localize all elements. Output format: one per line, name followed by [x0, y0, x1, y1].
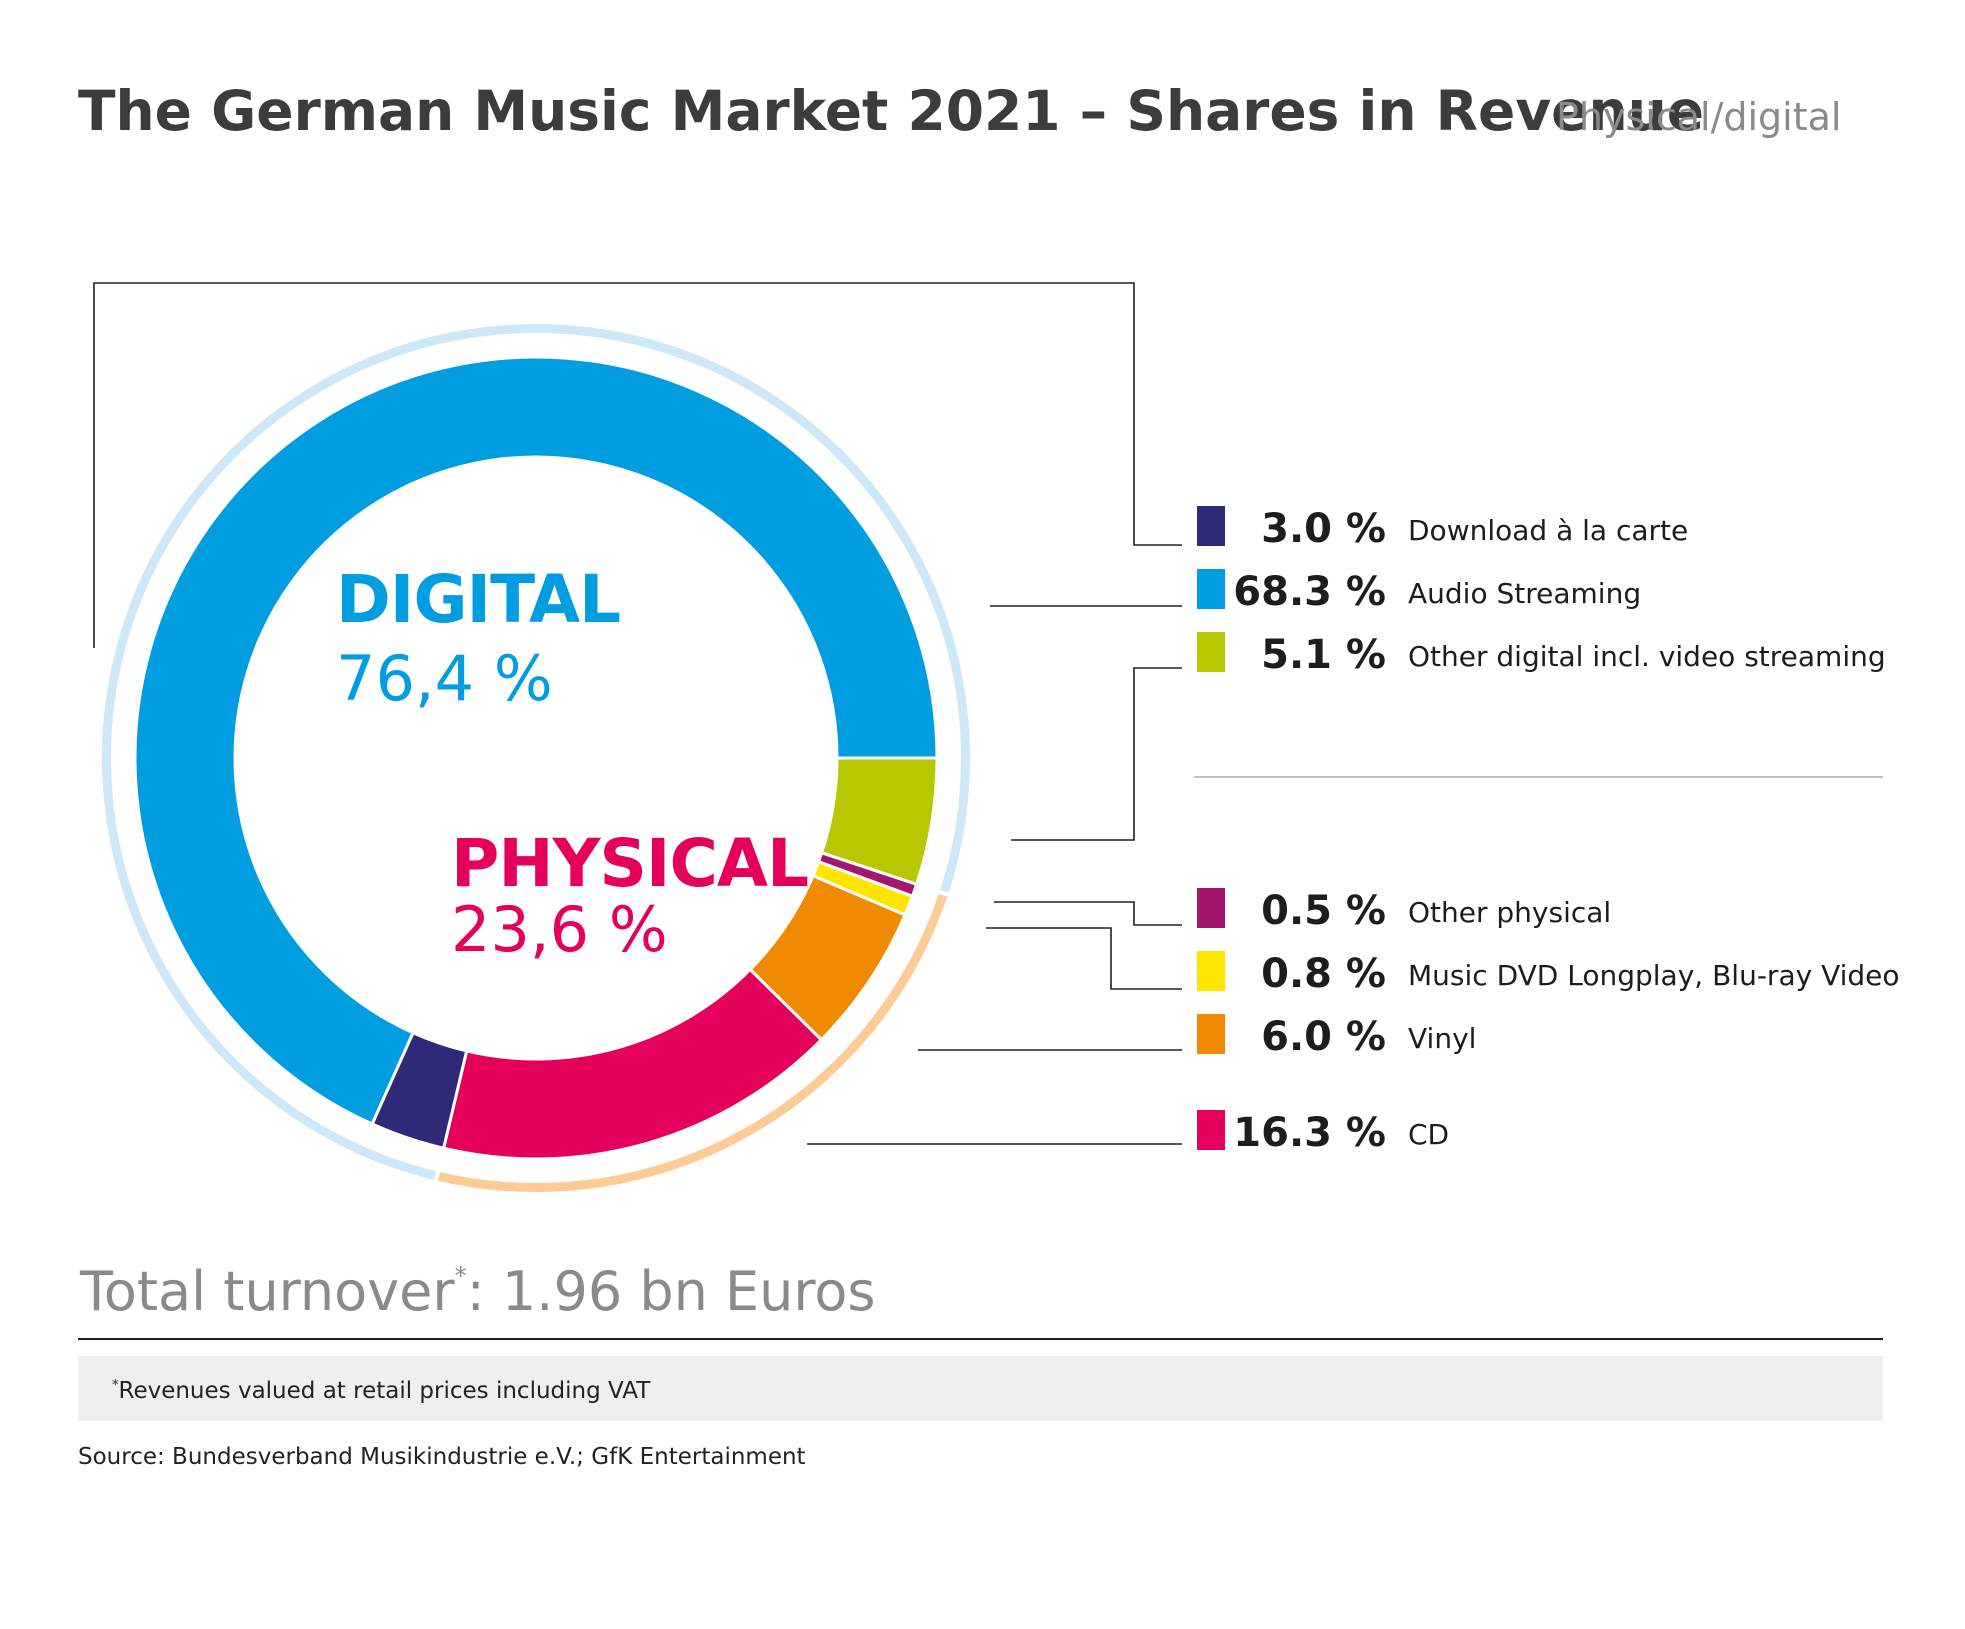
legend-swatch [1197, 1014, 1225, 1054]
group-name: DIGITAL [336, 561, 620, 638]
group-value: 23,6 % [451, 893, 668, 966]
connector [986, 927, 1182, 990]
footnote: *Revenues valued at retail prices includ… [112, 1378, 651, 1404]
legend-label: CD [1408, 1118, 1449, 1151]
connector [93, 282, 1182, 648]
legend: 3.0 % Download à la carte 68.3 % Audio Stre… [1197, 506, 1900, 1156]
total-value: : 1.96 bn Euros [467, 1260, 876, 1323]
group-name: PHYSICAL [451, 825, 808, 902]
legend-swatch [1197, 569, 1225, 609]
footnote-mark: * [112, 1378, 119, 1393]
total-mark: * [455, 1262, 467, 1290]
total-turnover: Total turnover*: 1.96 bn Euros [79, 1260, 876, 1323]
legend-label: Other digital incl. video streaming [1408, 640, 1886, 673]
total-text: Total turnover [79, 1260, 455, 1323]
footnote-box [78, 1356, 1883, 1421]
legend-swatch [1197, 951, 1225, 991]
connectors [93, 282, 1883, 1145]
legend-swatch [1197, 632, 1225, 672]
legend-label: Other physical [1408, 896, 1611, 929]
legend-label: Audio Streaming [1408, 577, 1641, 610]
connector [1011, 667, 1182, 841]
legend-label: Vinyl [1408, 1022, 1476, 1055]
value-label: 16.3 % [1233, 1110, 1386, 1156]
value-label: 68.3 % [1233, 569, 1386, 615]
group-value: 76,4 % [336, 642, 553, 715]
footnote-text: Revenues valued at retail prices includi… [119, 1378, 652, 1404]
legend-label: Music DVD Longplay, Blu-ray Video [1408, 959, 1900, 992]
legend-swatch [1197, 888, 1225, 928]
value-label: 5.1 % [1261, 632, 1386, 678]
chart-subtitle: Physical/digital [1556, 95, 1841, 139]
value-label: 6.0 % [1261, 1014, 1386, 1060]
legend-swatch [1197, 506, 1225, 546]
connector [994, 901, 1182, 926]
group-ring [98, 320, 974, 1185]
donut-slice [133, 355, 939, 1126]
value-label: 0.5 % [1261, 888, 1386, 934]
chart-title: The German Music Market 2021 – Shares in… [78, 79, 1704, 143]
value-label: 0.8 % [1261, 951, 1386, 997]
legend-swatch [1197, 1110, 1225, 1150]
value-label: 3.0 % [1261, 506, 1386, 552]
source: Source: Bundesverband Musikindustrie e.V… [78, 1444, 806, 1470]
legend-label: Download à la carte [1408, 514, 1688, 547]
